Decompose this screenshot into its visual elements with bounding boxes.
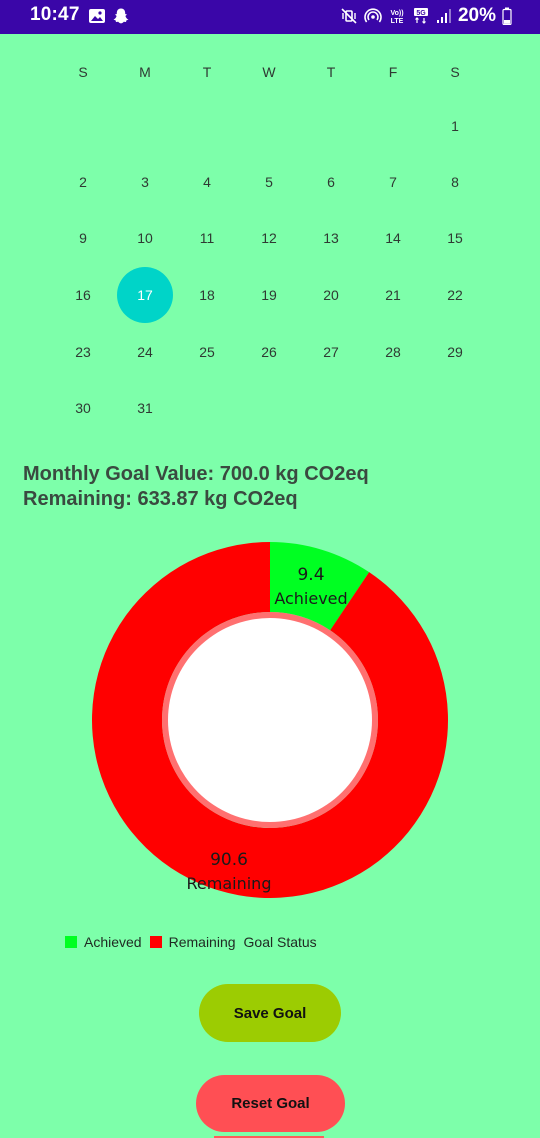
calendar-day[interactable]: 23 [75, 344, 91, 360]
legend-label-remaining: Remaining [168, 934, 236, 950]
donut-slice-achieved [270, 542, 370, 631]
weekday-label: S [78, 64, 88, 80]
calendar-day[interactable]: 19 [261, 287, 277, 303]
calendar-week-row: 16 17 18 19 20 21 22 [52, 267, 518, 337]
calendar-day[interactable]: 14 [385, 230, 401, 246]
weekday-label: F [388, 64, 398, 80]
calendar-day[interactable]: 10 [137, 230, 153, 246]
svg-text:LTE: LTE [391, 18, 404, 25]
legend-item-remaining: Remaining [149, 934, 236, 950]
donut-hole [168, 618, 372, 822]
calendar-week-row: 30 31 [52, 394, 518, 450]
calendar-day[interactable]: 15 [447, 230, 463, 246]
calendar-day[interactable]: 5 [265, 174, 273, 190]
hotspot-icon [364, 7, 382, 25]
calendar-day[interactable]: 26 [261, 344, 277, 360]
calendar-day[interactable]: 24 [137, 344, 153, 360]
calendar-day[interactable]: 7 [389, 174, 397, 190]
svg-text:5G: 5G [416, 10, 426, 17]
calendar-day[interactable]: 20 [323, 287, 339, 303]
calendar-week-row: 23 24 25 26 27 28 29 [52, 338, 518, 394]
calendar-day[interactable]: 13 [323, 230, 339, 246]
calendar-day[interactable]: 22 [447, 287, 463, 303]
5g-icon: 5G [412, 7, 430, 25]
status-time: 10:47 [30, 4, 80, 25]
calendar-day[interactable]: 11 [199, 230, 215, 246]
slice-category-label: Achieved [274, 589, 347, 608]
status-bar: 10:47 [0, 0, 540, 34]
calendar-week-row: 1 [52, 112, 518, 168]
calendar-day[interactable]: 4 [203, 174, 211, 190]
calendar-day[interactable]: 8 [451, 174, 459, 190]
selected-day-label: 17 [117, 267, 173, 323]
signal-icon [436, 7, 452, 25]
calendar-day[interactable]: 28 [385, 344, 401, 360]
legend-item-achieved: Achieved [65, 934, 142, 950]
legend-swatch-remaining [149, 936, 162, 948]
battery-percent: 20% [457, 5, 496, 26]
calendar-day[interactable]: 1 [451, 118, 459, 134]
remaining-label: Remaining: 633.87 kg CO2eq [23, 488, 298, 510]
calendar-day[interactable]: 25 [199, 344, 215, 360]
calendar-day[interactable]: 31 [137, 400, 153, 416]
weekday-label: T [202, 64, 212, 80]
calendar-day[interactable]: 12 [261, 230, 277, 246]
donut-slice-remaining [92, 542, 449, 898]
legend-label-achieved: Achieved [84, 934, 142, 950]
calendar-day[interactable]: 2 [79, 174, 87, 190]
svg-text:Vo)): Vo)) [390, 10, 403, 17]
chart-description: Goal Status [243, 934, 317, 950]
weekday-label: T [326, 64, 336, 80]
calendar-week-row: 2 3 4 5 6 7 8 [52, 168, 518, 224]
battery-icon [502, 7, 512, 25]
weekday-label: W [262, 64, 276, 80]
donut-chart-svg: 9.4 Achieved 90.6 Remaining [92, 542, 449, 898]
legend-swatch-achieved [65, 936, 77, 948]
reset-goal-button[interactable]: Reset Goal [196, 1075, 345, 1132]
calendar-day[interactable]: 6 [327, 174, 335, 190]
slice-category-label: Remaining [187, 874, 272, 893]
calendar-day[interactable]: 30 [75, 400, 91, 416]
slice-value-label: 90.6 [210, 850, 248, 870]
goal-status-chart: 9.4 Achieved 90.6 Remaining [80, 540, 460, 920]
status-right-icons: Vo)) LTE 5G 20% [340, 5, 512, 27]
calendar-day[interactable]: 29 [447, 344, 463, 360]
weekday-label: M [139, 64, 151, 80]
snapchat-icon [112, 7, 130, 25]
monthly-goal-label: Monthly Goal Value: 700.0 kg CO2eq [23, 463, 369, 485]
calendar-day[interactable]: 18 [199, 287, 215, 303]
chart-legend: Achieved Remaining Goal Status [65, 934, 317, 950]
volte-icon: Vo)) LTE [388, 7, 406, 25]
gallery-icon [88, 7, 106, 25]
status-left-icons [88, 7, 130, 25]
calendar-day-selected[interactable]: 17 [114, 267, 176, 323]
calendar-day[interactable]: 21 [385, 287, 401, 303]
calendar-week-row: 9 10 11 12 13 14 15 [52, 224, 518, 280]
calendar-day[interactable]: 27 [323, 344, 339, 360]
calendar-day[interactable]: 9 [79, 230, 87, 246]
mute-vibrate-icon [340, 7, 358, 25]
save-goal-button[interactable]: Save Goal [199, 984, 341, 1042]
calendar-day[interactable]: 16 [75, 287, 91, 303]
slice-value-label: 9.4 [297, 565, 324, 585]
next-button-edge [214, 1136, 324, 1138]
weekday-label: S [450, 64, 460, 80]
calendar-day[interactable]: 3 [141, 174, 149, 190]
goal-summary: Monthly Goal Value: 700.0 kg CO2eq Remai… [23, 462, 369, 512]
